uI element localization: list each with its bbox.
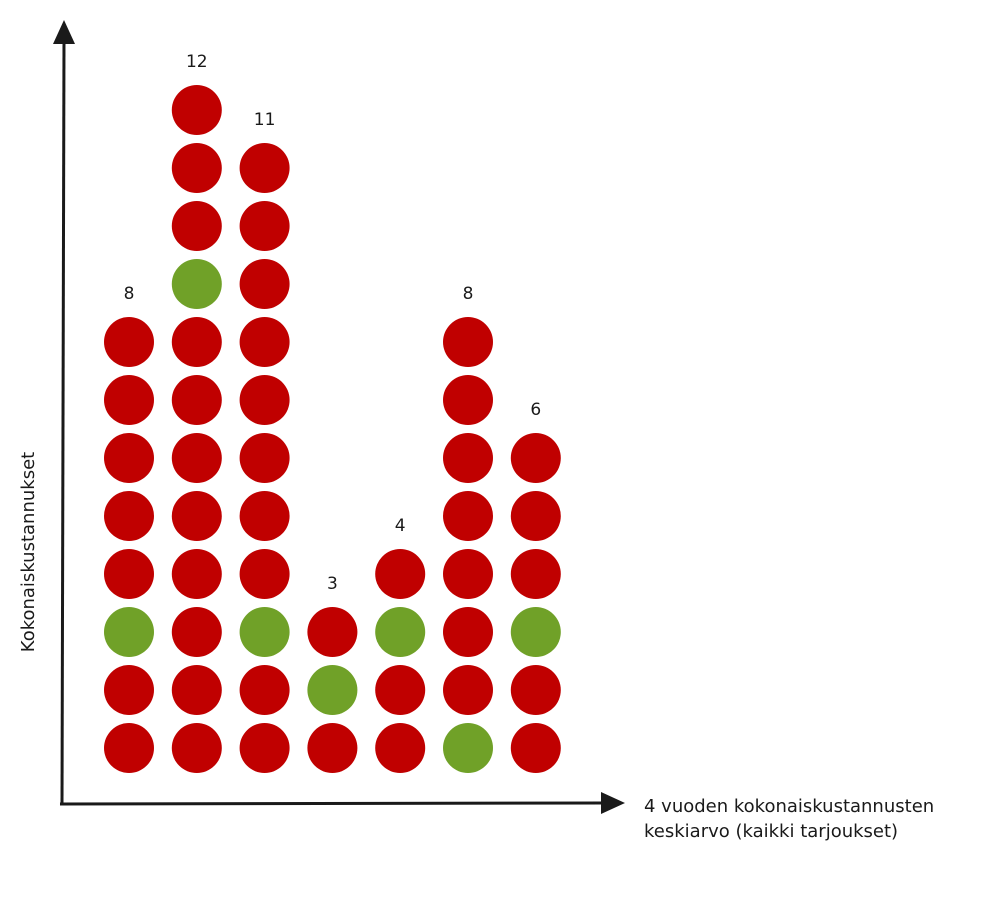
dot-red xyxy=(171,143,222,193)
dot-red xyxy=(239,723,290,773)
column-count-label: 12 xyxy=(186,52,208,72)
dot-red xyxy=(375,549,426,599)
dot-red xyxy=(171,375,222,425)
dot-red xyxy=(239,549,290,599)
dot-red xyxy=(171,317,222,367)
dot-green xyxy=(171,259,222,309)
dot-red xyxy=(375,723,426,773)
dot-red xyxy=(171,491,222,541)
dot-green xyxy=(307,665,358,715)
y-axis-arrowhead xyxy=(53,20,75,44)
dot-red xyxy=(443,665,493,715)
dot-red xyxy=(104,491,154,541)
y-axis-line xyxy=(60,39,66,805)
dot-red xyxy=(171,665,222,715)
dot-red xyxy=(171,85,222,135)
dot-red xyxy=(510,491,561,541)
dot-red xyxy=(104,433,154,483)
dot-red xyxy=(239,491,290,541)
dot-green xyxy=(239,607,290,657)
x-axis-title-line-2: keskiarvo (kaikki tarjoukset) xyxy=(644,821,898,842)
dot-red xyxy=(239,433,290,483)
dot-red xyxy=(239,317,290,367)
dot-red xyxy=(443,491,493,541)
x-axis-title-line-1: 4 vuoden kokonaiskustannusten xyxy=(644,796,934,817)
dot-red xyxy=(171,723,222,773)
dot-red xyxy=(104,549,154,599)
dot-red xyxy=(443,433,493,483)
dot-red xyxy=(104,317,154,367)
dot-green xyxy=(375,607,426,657)
dot-red xyxy=(104,375,154,425)
dot-red xyxy=(239,259,290,309)
dot-red xyxy=(510,723,561,773)
dot-red xyxy=(104,723,154,773)
dot-red xyxy=(171,607,222,657)
dot-green xyxy=(443,723,493,773)
x-axis-arrowhead xyxy=(601,792,625,814)
dot-green xyxy=(510,607,561,657)
dot-red xyxy=(375,665,426,715)
dot-red xyxy=(171,433,222,483)
dot-red xyxy=(239,665,290,715)
column-count-label: 3 xyxy=(327,574,338,594)
column-count-label: 6 xyxy=(530,400,541,420)
dot-red xyxy=(510,665,561,715)
dot-red xyxy=(171,201,222,251)
dots-layer xyxy=(104,85,561,773)
count-labels-layer: 8 12 11 3 4 8 6 xyxy=(124,52,542,594)
dot-red xyxy=(443,375,493,425)
dot-red xyxy=(239,201,290,251)
dot-red xyxy=(443,317,493,367)
dot-red xyxy=(239,143,290,193)
dot-red xyxy=(239,375,290,425)
dot-red xyxy=(307,607,358,657)
column-count-label: 4 xyxy=(395,516,406,536)
x-axis-line xyxy=(59,801,606,806)
dot-red xyxy=(104,665,154,715)
dot-red xyxy=(510,549,561,599)
y-axis-title: Kokonaiskustannukset xyxy=(18,452,39,652)
column-count-label: 8 xyxy=(463,284,474,304)
dot-red xyxy=(443,549,493,599)
dot-red xyxy=(510,433,561,483)
column-count-label: 11 xyxy=(254,110,276,130)
dot-red xyxy=(307,723,358,773)
dot-green xyxy=(104,607,154,657)
column-count-label: 8 xyxy=(124,284,135,304)
x-axis-title: 4 vuoden kokonaiskustannusten keskiarvo … xyxy=(644,796,940,842)
dot-red xyxy=(443,607,493,657)
dot-red xyxy=(171,549,222,599)
